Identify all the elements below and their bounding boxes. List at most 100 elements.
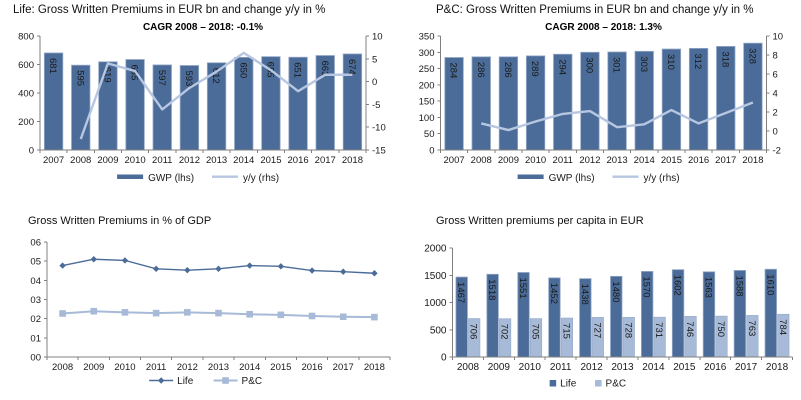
left-axis-label: 800 [18,32,34,43]
bar-value-label: 294 [556,59,567,75]
bar-value-label: 706 [468,324,479,340]
square-marker [90,307,98,315]
y-axis-label: 05 [30,257,41,268]
bar-value-label: 674 [346,59,357,75]
x-tick-label: 2013 [611,362,634,373]
bar-value-label: 1570 [641,276,652,297]
x-tick-label: 2011 [553,155,573,166]
bar-value-label: 728 [622,322,633,338]
legend-marker-P&C [222,377,229,384]
chart-title: P&C: Gross Written Premiums in EUR bn an… [436,4,754,16]
diamond-marker [59,262,66,269]
x-tick-label: 2008 [70,155,91,166]
x-tick-label: 2008 [52,362,73,373]
diamond-marker [277,263,285,270]
left-axis-label: 0 [429,146,434,157]
bar-value-label: 651 [292,62,303,78]
legend-swatch-gwp [117,174,144,179]
x-tick-label: 2009 [83,362,104,373]
y-axis-label: 03 [30,295,41,306]
legend-swatch-yoy [612,175,639,178]
right-axis-label: 10 [773,32,784,43]
legend-marker-Life [157,377,165,384]
bar-value-label: 300 [583,57,594,73]
y-axis-label: 1500 [424,271,447,282]
y-axis-label: 01 [30,333,41,344]
legend-label-P&C: P&C [606,379,627,390]
x-tick-label: 2018 [364,362,385,373]
x-tick-label: 2008 [457,362,480,373]
left-axis-label: 150 [419,97,435,108]
x-tick-label: 2016 [288,155,309,166]
bar-value-label: 1588 [733,275,744,296]
right-axis-label: 0 [773,127,778,138]
bar-value-label: 284 [448,62,459,78]
right-axis-label: 0 [372,77,377,88]
x-tick-label: 2013 [208,362,229,373]
x-tick-label: 2015 [270,362,291,373]
y-axis-label: 02 [30,314,41,325]
x-tick-label: 2014 [233,155,254,166]
x-tick-label: 2010 [125,155,146,166]
right-axis-label: -5 [372,100,380,111]
square-marker [59,310,66,317]
square-marker [152,309,160,317]
chart-title: Gross Written Premiums in % of GDP [28,215,212,227]
bar-value-label: 1610 [764,274,775,295]
bar-value-label: 593 [183,70,194,86]
diamond-marker [215,265,222,273]
x-tick-label: 2007 [444,155,465,166]
legend-label-Life: Life [177,376,194,387]
x-tick-label: 2015 [661,155,682,166]
bar-value-label: 1551 [517,277,528,298]
x-tick-label: 2009 [488,362,511,373]
bar-value-label: 619 [101,67,112,83]
diamond-marker [371,270,378,277]
square-marker [277,311,285,319]
gwp-gdp-plot: 00 01 02 03 04 05 06 2008 2009 2010 2011 2012 2013 20… [30,238,391,387]
left-axis-label: 50 [424,129,435,140]
y-axis-label: 2000 [424,244,447,255]
bar-value-label: 1438 [579,284,590,305]
bar-value-label: 650 [237,62,248,78]
x-tick-label: 2017 [333,362,354,373]
x-tick-label: 2018 [342,155,363,166]
square-marker [371,313,378,321]
bar-value-label: 635 [129,65,140,81]
chart-pc-gwp: P&C: Gross Written Premiums in EUR bn an… [400,0,801,200]
right-axis-label: 2 [773,108,778,119]
square-marker [215,309,222,317]
x-tick-label: 2010 [519,362,542,373]
x-tick-label: 2009 [97,155,118,166]
x-tick-label: 2014 [634,155,655,166]
bar-value-label: 303 [638,56,649,72]
bar-value-label: 286 [475,62,486,78]
bar-value-label: 727 [591,322,602,338]
x-tick-label: 2013 [607,155,628,166]
bar-value-label: 289 [529,61,540,77]
diamond-marker [121,257,129,264]
left-axis-label: 100 [419,113,435,124]
chart-gwp-per-capita: Gross Written premiums per capita in EUR… [400,200,801,400]
bar-value-label: 328 [746,48,757,64]
right-axis-label: -10 [372,123,386,134]
legend-swatch-yoy [212,175,238,178]
left-axis-label: 600 [18,60,34,71]
x-tick-label: 2016 [704,362,727,373]
right-axis-label: 4 [773,89,778,100]
x-tick-label: 2016 [301,362,322,373]
y-axis-label: 06 [30,238,41,249]
legend-label-gwp: GWP (lhs) [549,173,595,184]
y-axis-label: 500 [430,325,447,336]
x-tick-label: 2011 [146,362,166,373]
legend-swatch-P&C [595,380,602,387]
square-marker [184,309,191,316]
yoy-line [79,51,353,140]
x-tick-label: 2011 [152,155,172,166]
bar-value-label: 312 [692,53,703,69]
bar-value-label: 1518 [486,279,497,300]
bar-value-label: 612 [210,68,221,84]
bar-value-label: 310 [665,54,676,70]
legend-label-yoy: y/y (rhs) [644,173,680,184]
square-marker [246,310,253,318]
